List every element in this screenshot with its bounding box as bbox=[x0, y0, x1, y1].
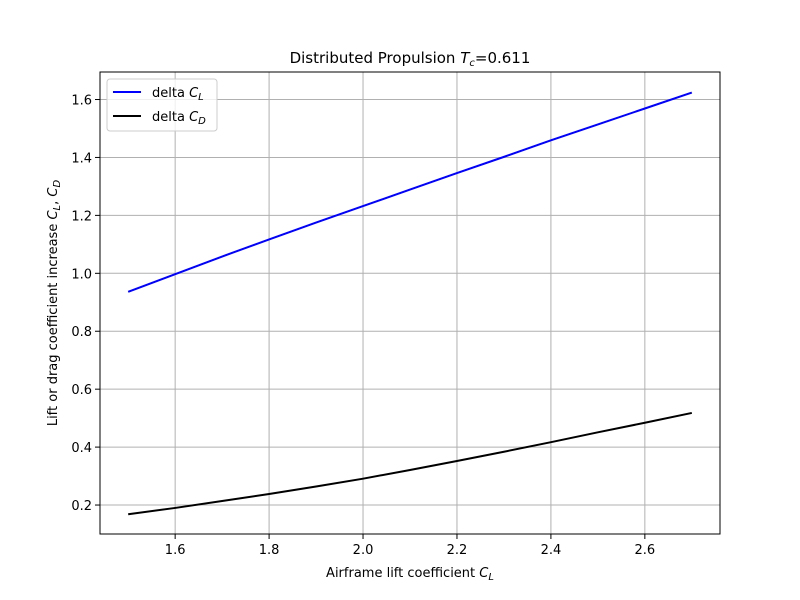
x-axis-title: Airframe lift coefficient CL bbox=[326, 566, 494, 583]
plot-frame bbox=[99, 71, 721, 535]
y-tick-label: 1.2 bbox=[71, 209, 92, 224]
y-tick-label: 0.4 bbox=[71, 441, 92, 456]
x-axis-ticks: 1.6 1.8 2.0 2.2 2.4 2.6 bbox=[165, 534, 655, 558]
x-tick-label: 2.6 bbox=[635, 543, 656, 558]
y-axis-title: Lift or drag coefficient increase CL, CD bbox=[46, 180, 63, 427]
series-delta-cl-line bbox=[127, 91, 693, 293]
y-tick-label: 0.8 bbox=[71, 325, 92, 340]
series-lines bbox=[127, 91, 693, 516]
x-tick-label: 2.0 bbox=[353, 543, 374, 558]
series-delta-cd-line bbox=[128, 411, 693, 516]
grid bbox=[100, 72, 720, 534]
x-tick-label: 1.6 bbox=[165, 543, 186, 558]
legend: delta CL delta CD bbox=[106, 78, 218, 132]
y-tick-label: 0.6 bbox=[71, 383, 92, 398]
chart-title: Distributed Propulsion Tc=0.611 bbox=[290, 49, 531, 69]
legend-label-delta-cd: delta CD bbox=[152, 110, 206, 127]
x-tick-label: 2.4 bbox=[541, 543, 562, 558]
legend-label-delta-cl: delta CL bbox=[152, 86, 204, 103]
y-axis-ticks: 0.2 0.4 0.6 0.8 1.0 1.2 1.4 1.6 bbox=[71, 94, 100, 514]
x-tick-label: 2.2 bbox=[447, 543, 468, 558]
x-tick-label: 1.8 bbox=[259, 543, 280, 558]
y-tick-label: 0.2 bbox=[71, 499, 92, 514]
y-tick-label: 1.6 bbox=[71, 94, 92, 109]
y-tick-label: 1.0 bbox=[71, 267, 92, 282]
y-tick-label: 1.4 bbox=[71, 151, 92, 166]
